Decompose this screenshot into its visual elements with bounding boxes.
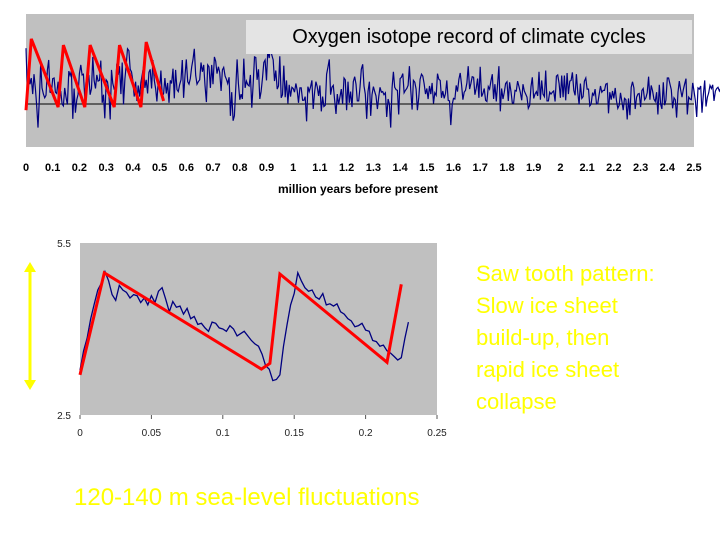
- top-x-tick-label: 0: [23, 162, 29, 174]
- bottom-y-tick-label: 2.5: [57, 411, 71, 422]
- top-x-tick-label: 1.9: [526, 162, 541, 174]
- top-x-tick-label: 0.9: [259, 162, 274, 174]
- bottom-error-bar: [24, 262, 36, 390]
- annotation-line: rapid ice sheet: [476, 357, 620, 382]
- top-x-tick-label: 0.7: [205, 162, 220, 174]
- top-x-tick-label: 1.3: [366, 162, 381, 174]
- bottom-x-tick-label: 0: [77, 428, 83, 439]
- bottom-plot-area: [80, 243, 437, 415]
- bottom-x-tick-label: 0.15: [284, 428, 304, 439]
- top-x-tick-label: 1.7: [473, 162, 488, 174]
- top-series: [25, 46, 720, 128]
- top-x-tick-label: 1.1: [312, 162, 327, 174]
- sea-level-caption: 120-140 m sea-level fluctuations: [74, 484, 420, 511]
- top-x-tick-label: 1.5: [419, 162, 434, 174]
- top-x-tick-label: 0.1: [45, 162, 60, 174]
- bottom-sawtooth: [78, 270, 403, 376]
- bottom-series: [79, 269, 410, 382]
- top-series-line: [25, 46, 720, 128]
- top-sawtooth: [24, 38, 166, 111]
- top-x-tick-label: 1: [290, 162, 296, 174]
- top-x-tick-label: 2.5: [686, 162, 701, 174]
- annotation-line: Slow ice sheet: [476, 293, 618, 318]
- top-x-ticks: 0 0.1 0.2 0.3 0.4 0.5 0.6 0.7 0.8 0.9 1 1.1 1.2 1.3 1.…: [23, 162, 702, 174]
- bottom-x-tick-label: 0.2: [359, 428, 373, 439]
- sawtooth-annotation: Saw tooth pattern: Slow ice sheet build-…: [476, 258, 708, 418]
- range-arrow-up-icon: [24, 262, 36, 272]
- bottom-x-tick-label: 0.1: [216, 428, 230, 439]
- top-x-tick-label: 0.2: [72, 162, 87, 174]
- annotation-line: collapse: [476, 389, 557, 414]
- top-x-tick-label: 2.4: [660, 162, 676, 174]
- top-sawtooth-line: [24, 38, 166, 111]
- top-x-tick-label: 0.8: [232, 162, 247, 174]
- top-x-tick-label: 0.3: [99, 162, 114, 174]
- bottom-sawtooth-line: [78, 270, 403, 376]
- bottom-x-tick-label: 0.05: [142, 428, 162, 439]
- annotation-line: build-up, then: [476, 325, 610, 350]
- top-x-tick-label: 0.6: [179, 162, 194, 174]
- bottom-chart: 0 0.05 0.1 0.15 0.2 0.25 2.5 5.5: [24, 239, 447, 439]
- bottom-y-tick-label: 5.5: [57, 239, 71, 250]
- top-x-tick-label: 1.2: [339, 162, 354, 174]
- top-x-tick-label: 2: [557, 162, 563, 174]
- bottom-x-tick-label: 0.25: [427, 428, 447, 439]
- range-arrow-down-icon: [24, 380, 36, 390]
- bottom-ticks: 0 0.05 0.1 0.15 0.2 0.25 2.5 5.5: [57, 239, 447, 439]
- top-x-tick-label: 2.2: [606, 162, 621, 174]
- chart-title: Oxygen isotope record of climate cycles: [246, 20, 692, 54]
- top-x-tick-label: 1.4: [392, 162, 408, 174]
- top-x-tick-label: 1.6: [446, 162, 461, 174]
- x-axis-label: million years before present: [278, 182, 439, 196]
- top-x-tick-label: 1.8: [499, 162, 514, 174]
- annotation-line: Saw tooth pattern:: [476, 261, 655, 286]
- bottom-series-line: [79, 269, 410, 382]
- top-x-tick-label: 0.5: [152, 162, 167, 174]
- top-x-tick-label: 2.3: [633, 162, 648, 174]
- top-x-tick-label: 0.4: [125, 162, 141, 174]
- top-x-tick-label: 2.1: [579, 162, 594, 174]
